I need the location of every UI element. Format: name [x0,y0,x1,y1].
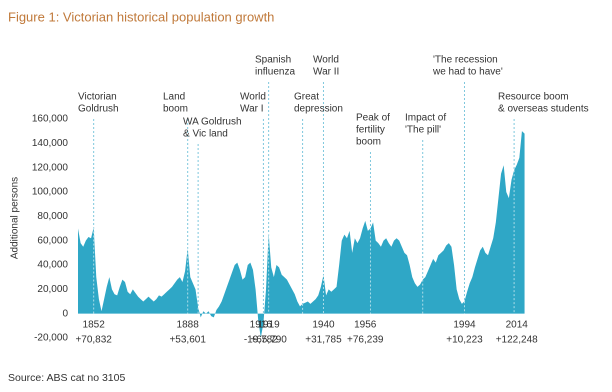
annotation-text: Peak of [356,113,390,124]
source: Source: ABS cat no 3105 [8,372,125,384]
y-tick-label: 20,000 [37,284,68,295]
annotation-text: 'The pill' [405,125,441,136]
y-tick-label: 40,000 [37,260,68,271]
annotation-text: Impact of [405,113,446,124]
y-tick-label: 140,000 [32,138,69,149]
annotation-text: 'The recession [433,55,498,66]
annotation-text: boom [356,137,381,148]
x-tick-label: 1919 [258,320,281,331]
annotation-text: Resource boom [498,92,569,103]
x-tick-note: -19,782 [244,335,278,346]
annotation-text: we had to have' [432,67,503,78]
y-tick-label: 160,000 [32,114,69,125]
annotation-text: War I [240,104,264,115]
annotation-text: World [313,55,339,66]
y-tick-label: 120,000 [32,162,69,173]
y-axis-title: Additional persons [10,177,21,259]
annotation-text: & Vic land [183,129,228,140]
annotation-text: Goldrush [78,104,119,115]
y-tick-label: 100,000 [32,187,69,198]
x-tick-label: 2014 [506,320,529,331]
area [78,131,525,338]
x-tick-note: +65,790 [250,335,287,346]
annotation-text: WA Goldrush [183,117,242,128]
x-tick-label: 1956 [354,320,377,331]
x-tick-note: +76,239 [347,335,384,346]
x-tick-label: 1916 [250,320,273,331]
annotation-text: fertility [356,125,385,136]
y-tick-label: 0 [62,308,68,319]
annotation-text: boom [163,104,188,115]
annotation-text: depression [294,104,343,115]
annotation-text: & overseas students [498,104,589,115]
x-tick-label: 1940 [312,320,335,331]
x-tick-note: +122,248 [496,335,538,346]
annotation-text: World [240,92,266,103]
y-tick-label: 80,000 [37,211,68,222]
x-tick-note: +70,832 [75,335,112,346]
annotation-text: War II [313,67,339,78]
annotation-text: Spanish [255,55,291,66]
annotation-text: Victorian [78,92,117,103]
annotation-text: Land [163,92,185,103]
chart-title: Figure 1: Victorian historical populatio… [8,9,274,24]
x-tick-note: +10,223 [446,335,483,346]
x-tick-note: +53,601 [169,335,206,346]
x-tick-label: 1888 [177,320,200,331]
y-tick-label: 60,000 [37,235,68,246]
x-tick-label: 1852 [83,320,106,331]
y-tick-label: -20,000 [34,333,68,344]
annotation-text: Great [294,92,319,103]
x-tick-label: 1994 [453,320,476,331]
x-tick-note: +31,785 [305,335,342,346]
annotation-text: influenza [255,67,295,78]
